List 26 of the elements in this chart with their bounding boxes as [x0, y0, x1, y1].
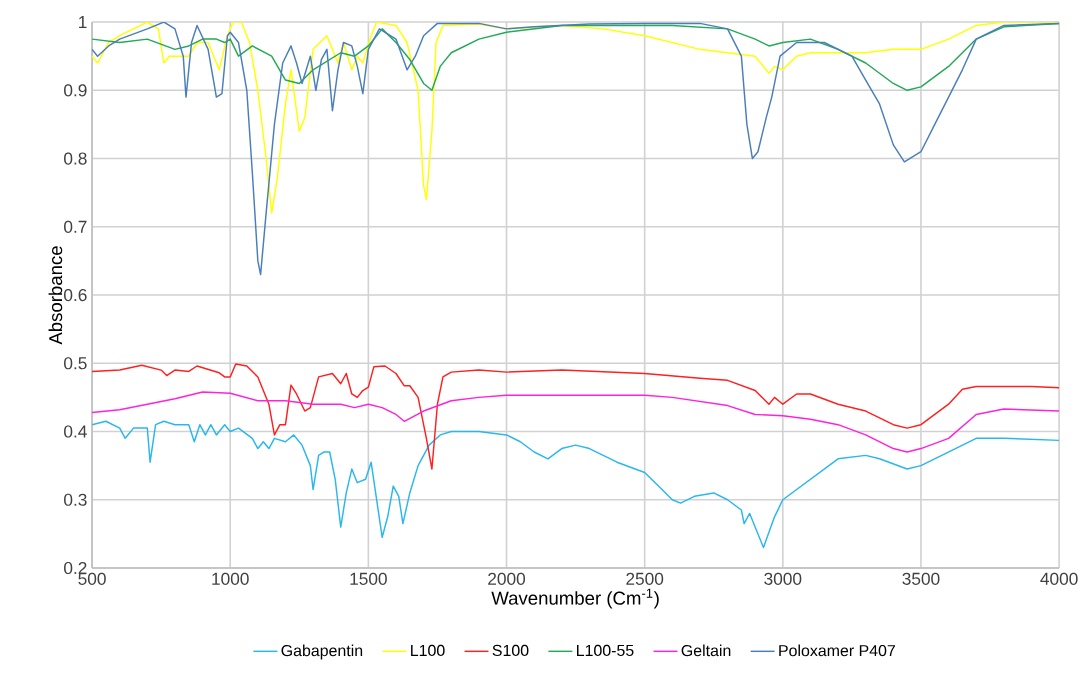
y-tick-label: 0.3	[64, 493, 87, 506]
y-tick-label: 0.8	[64, 152, 87, 165]
y-axis-title: Absorbance	[48, 246, 63, 345]
y-tick-label: 0.7	[64, 220, 87, 233]
y-tick-label: 0.5	[64, 357, 87, 370]
x-tick-label: 3000	[764, 572, 802, 585]
legend-label: L100	[411, 644, 445, 657]
x-tick-label: 2000	[488, 572, 526, 585]
legend-label: Poloxamer P407	[779, 644, 895, 657]
x-tick-label: 4000	[1040, 572, 1078, 585]
x-tick-label: 1500	[350, 572, 387, 585]
y-tick-label: 1	[79, 16, 87, 28]
y-tick-label: 0.6	[64, 288, 87, 302]
legend-label: L100-55	[577, 644, 634, 657]
x-axis-title: Wavenumber (Cm$^{-1}$)	[491, 588, 659, 609]
y-tick-label: 0.4	[64, 425, 87, 438]
line-series	[92, 22, 1060, 214]
y-tick-label: 0.9	[64, 84, 87, 97]
legend-label: Geltain	[681, 644, 731, 657]
x-tick-label: 2500	[626, 572, 664, 585]
line-series	[92, 363, 1060, 470]
line-series	[92, 22, 1060, 276]
x-tick-label: 3500	[902, 572, 940, 585]
legend-label: S100	[492, 644, 529, 657]
x-tick-label: 1000	[212, 572, 249, 585]
legend-label: Gabapentin	[281, 644, 363, 660]
